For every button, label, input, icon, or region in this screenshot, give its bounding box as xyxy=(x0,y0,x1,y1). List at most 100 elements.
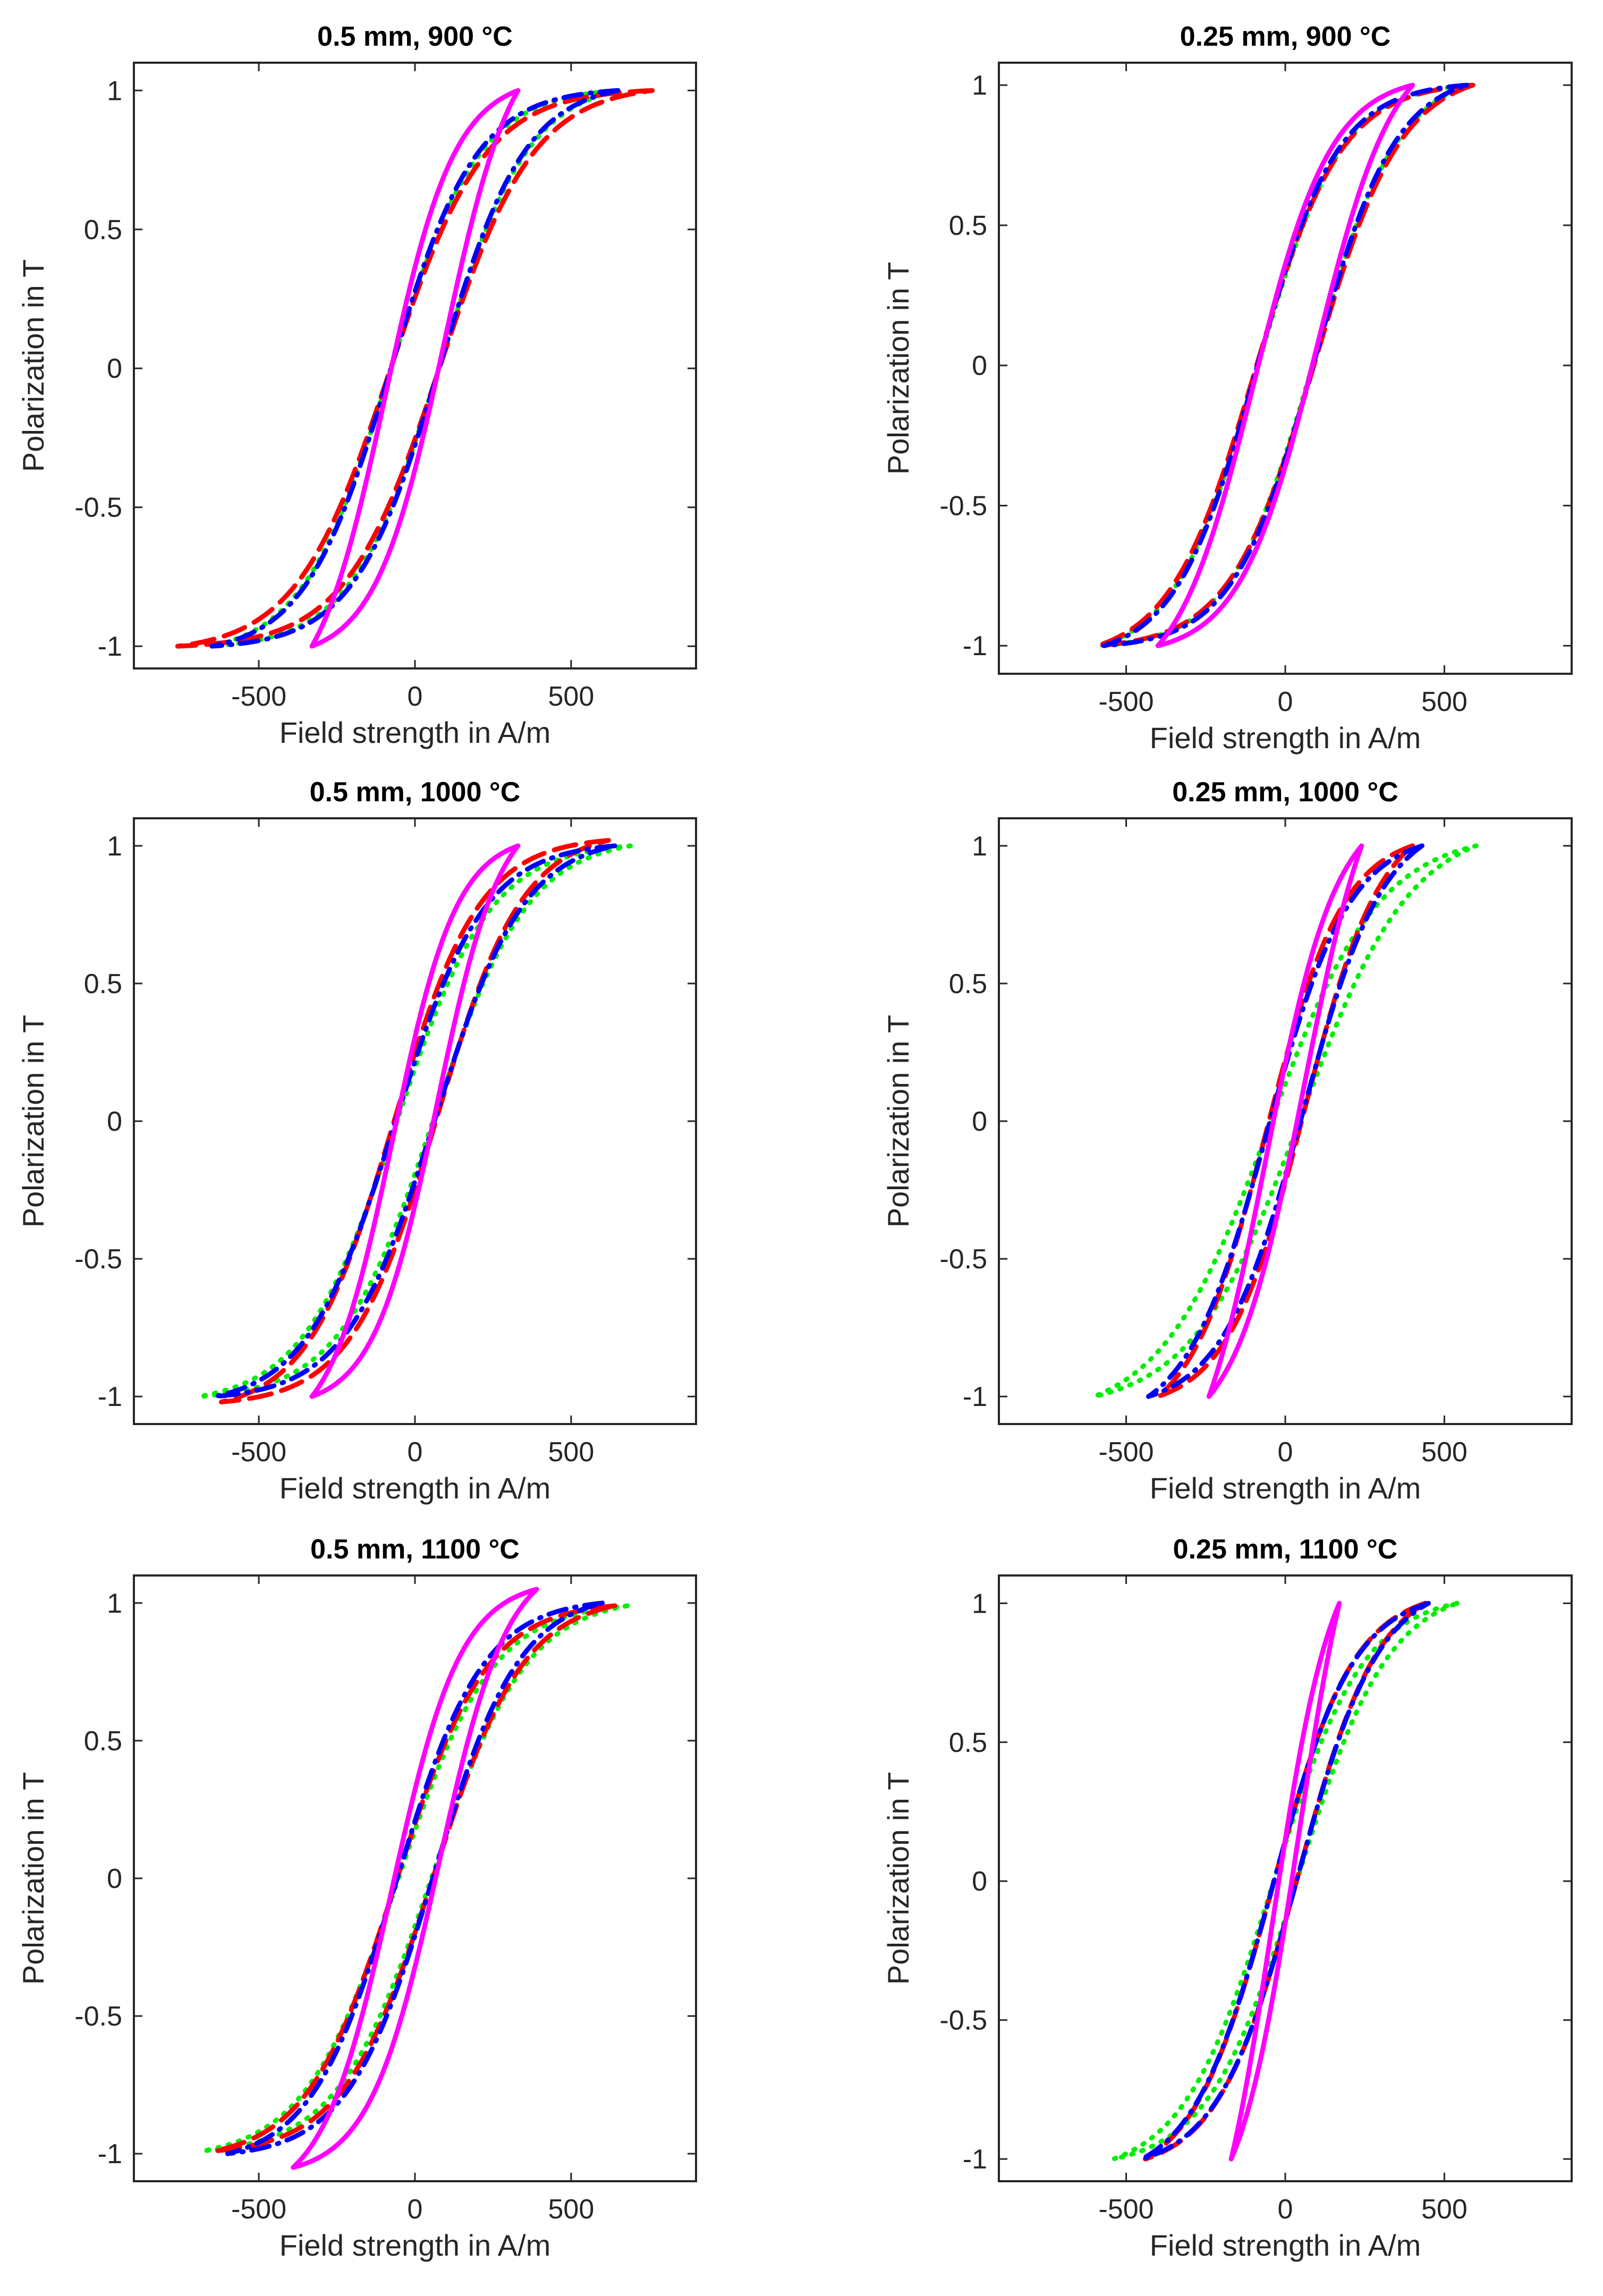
x-tick-label: 0 xyxy=(408,1437,423,1468)
series-blue-dashdot xyxy=(209,88,621,649)
x-tick-label: 500 xyxy=(1421,1437,1468,1468)
y-axis-label: Polarization in T xyxy=(16,1015,50,1228)
y-tick-label: 1 xyxy=(972,831,987,862)
series-green-dotted xyxy=(209,88,621,649)
series-magenta-solid xyxy=(1206,843,1364,1399)
series-green-dotted xyxy=(1111,1600,1460,2162)
y-tick-label: -0.5 xyxy=(939,490,987,521)
series-blue-dashdot xyxy=(1146,843,1424,1399)
series-blue-dashdot xyxy=(225,1600,605,2156)
series-magenta-solid xyxy=(1228,1600,1342,2162)
y-tick-label: -0.5 xyxy=(74,2001,122,2032)
series-magenta-solid xyxy=(309,88,521,649)
y-tick-label: 0.5 xyxy=(949,969,987,999)
chart-title: 0.25 mm, 1000 °C xyxy=(1172,777,1398,808)
series-red-dashed xyxy=(219,838,611,1404)
y-tick-label: -0.5 xyxy=(74,493,122,523)
chart-panel-4: -500 0 500 -1 -0.5 0 0.5 1 0.25 mm, 1000 °C Field… xyxy=(881,777,1573,1505)
x-tick-label: 500 xyxy=(548,1437,595,1468)
y-tick-label: -1 xyxy=(98,631,122,662)
y-tick-label: -1 xyxy=(963,2144,987,2175)
series-green-dotted xyxy=(1092,843,1479,1399)
y-tick-label: 1 xyxy=(972,1588,987,1619)
x-tick-label: 0 xyxy=(1278,687,1293,717)
y-tick-label: 0 xyxy=(107,353,122,384)
series-magenta-solid xyxy=(1155,82,1415,648)
axes-frame xyxy=(998,817,1573,1425)
y-tick-label: 0 xyxy=(972,1106,987,1137)
y-tick-label: -1 xyxy=(98,1382,122,1412)
x-tick-label: 500 xyxy=(548,2194,595,2225)
axes-frame xyxy=(133,62,697,670)
chart-panel-6: -500 0 500 -1 -0.5 0 0.5 1 0.25 mm, 1100 °C Field… xyxy=(881,1534,1573,2262)
series-magenta-solid xyxy=(291,1587,539,2170)
x-axis-label: Field strength in A/m xyxy=(279,716,550,749)
series-red-dashed xyxy=(1143,1600,1428,2162)
y-tick-label: 1 xyxy=(107,75,122,106)
y-tick-label: -1 xyxy=(98,2139,122,2170)
y-axis-label: Polarization in T xyxy=(16,1772,50,1985)
y-axis-label: Polarization in T xyxy=(16,259,50,472)
y-tick-label: 0 xyxy=(107,1863,122,1894)
series-red-dashed xyxy=(1095,82,1475,648)
x-tick-label: 0 xyxy=(1278,2194,1293,2225)
x-tick-label: 0 xyxy=(408,2194,423,2225)
y-tick-label: -1 xyxy=(963,1382,987,1412)
y-tick-label: 0.5 xyxy=(84,1726,122,1757)
y-tick-label: 0 xyxy=(972,351,987,382)
y-tick-label: 1 xyxy=(107,831,122,862)
chart-panel-3: -500 0 500 -1 -0.5 0 0.5 1 0.5 mm, 1000 °C Field … xyxy=(16,777,697,1505)
chart-title: 0.5 mm, 1100 °C xyxy=(310,1534,520,1565)
y-tick-label: -1 xyxy=(963,631,987,662)
y-tick-label: -0.5 xyxy=(939,1244,987,1275)
x-tick-label: 500 xyxy=(1421,2194,1468,2225)
y-tick-label: 1 xyxy=(107,1588,122,1619)
x-axis-label: Field strength in A/m xyxy=(1150,1471,1421,1505)
series-red-dashed xyxy=(1155,843,1415,1399)
chart-title: 0.5 mm, 1000 °C xyxy=(310,777,521,808)
series-green-dotted xyxy=(1098,82,1472,648)
chart-panel-2: -500 0 500 -1 -0.5 0 0.5 1 0.25 mm, 900 °C Field … xyxy=(881,21,1573,755)
y-tick-label: 0 xyxy=(107,1106,122,1137)
y-axis-label: Polarization in T xyxy=(881,1772,915,1985)
x-tick-label: -500 xyxy=(231,1437,286,1468)
y-tick-label: 0.5 xyxy=(84,215,122,245)
chart-title: 0.25 mm, 1100 °C xyxy=(1173,1534,1398,1565)
series-magenta-solid xyxy=(309,843,521,1399)
axes-frame xyxy=(133,817,697,1425)
y-tick-label: -0.5 xyxy=(939,2005,987,2036)
y-axis-label: Polarization in T xyxy=(881,262,915,475)
y-tick-label: 0 xyxy=(972,1866,987,1897)
series-green-dotted xyxy=(200,1603,630,2154)
series-red-dashed xyxy=(213,1603,617,2154)
axes-frame xyxy=(998,62,1573,675)
x-tick-label: -500 xyxy=(231,681,286,712)
series-blue-dashdot xyxy=(213,843,617,1399)
y-tick-label: -0.5 xyxy=(74,1244,122,1275)
x-tick-label: 0 xyxy=(408,681,423,712)
chart-panel-1: -500 0 500 -1 -0.5 0 0.5 1 0.5 mm, 900 °C Field s… xyxy=(16,21,697,749)
series-red-dashed xyxy=(175,88,655,649)
x-tick-label: 500 xyxy=(548,681,595,712)
x-axis-label: Field strength in A/m xyxy=(279,2229,550,2262)
series-green-dotted xyxy=(197,843,633,1399)
axes-frame xyxy=(133,1574,697,2182)
x-tick-label: -500 xyxy=(1099,687,1154,717)
x-tick-label: 0 xyxy=(1278,1437,1293,1468)
x-tick-label: -500 xyxy=(1099,2194,1154,2225)
x-axis-label: Field strength in A/m xyxy=(279,1471,550,1505)
x-axis-label: Field strength in A/m xyxy=(1150,721,1421,755)
chart-title: 0.25 mm, 900 °C xyxy=(1180,21,1391,52)
y-tick-label: 1 xyxy=(972,70,987,101)
y-tick-label: 0.5 xyxy=(84,969,122,999)
x-tick-label: -500 xyxy=(1099,1437,1154,1468)
axes-frame xyxy=(998,1574,1573,2182)
chart-panel-5: -500 0 500 -1 -0.5 0 0.5 1 0.5 mm, 1100 °C Field … xyxy=(16,1534,697,2262)
series-blue-dashdot xyxy=(1101,82,1469,648)
y-axis-label: Polarization in T xyxy=(881,1015,915,1228)
x-axis-label: Field strength in A/m xyxy=(1150,2229,1421,2262)
y-tick-label: 0.5 xyxy=(949,1727,987,1758)
series-blue-dashdot xyxy=(1140,1600,1431,2162)
x-tick-label: -500 xyxy=(231,2194,286,2225)
